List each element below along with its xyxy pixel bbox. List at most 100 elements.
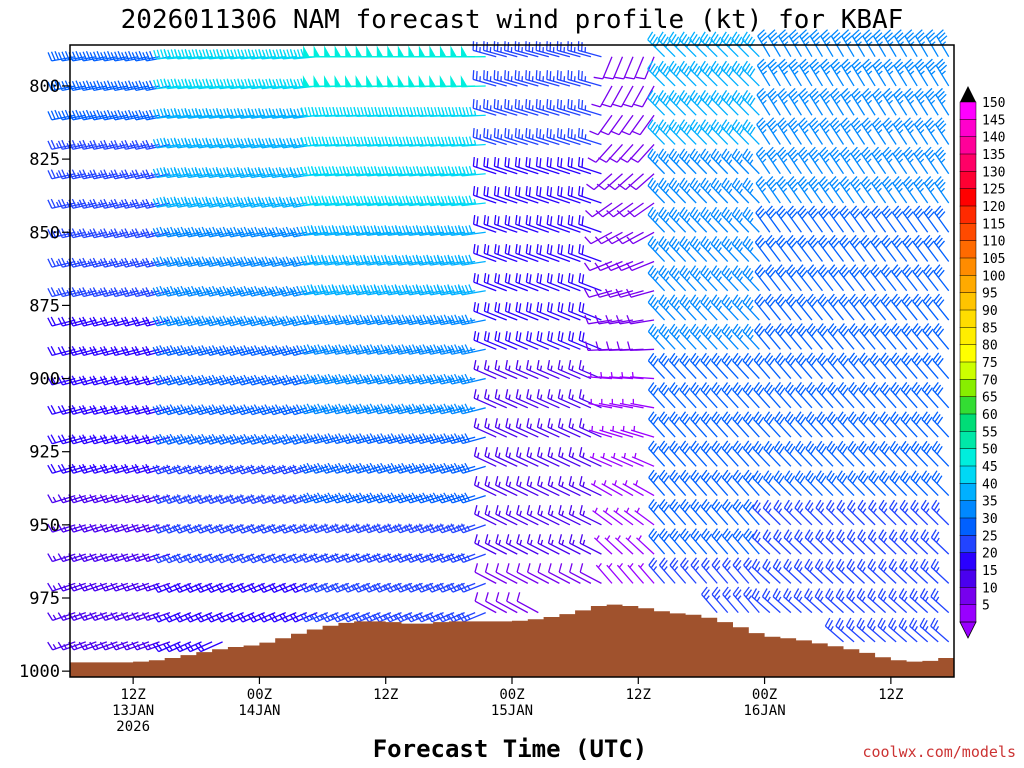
barb-shaft xyxy=(73,524,97,533)
barb-full-flag xyxy=(160,49,165,59)
barb-full-flag xyxy=(198,108,203,119)
barb-half-flag xyxy=(129,231,133,237)
barb-half-flag xyxy=(126,555,130,561)
barb-full-flag xyxy=(177,257,183,266)
barb-full-flag xyxy=(57,612,64,621)
barb-full-flag xyxy=(103,316,109,326)
barb-half-flag xyxy=(52,526,57,532)
barb-shaft xyxy=(125,348,150,357)
barb-full-flag xyxy=(170,197,175,207)
barb-full-flag xyxy=(472,157,475,167)
barb-half-flag xyxy=(161,466,165,473)
wind-barb xyxy=(99,287,129,298)
barb-full-flag xyxy=(176,583,184,592)
barb-half-flag xyxy=(66,201,70,207)
barb-full-flag xyxy=(61,287,67,296)
barb-half-flag xyxy=(147,496,151,502)
wind-barb xyxy=(152,404,181,416)
barb-full-flag xyxy=(50,287,56,296)
barb-full-flag xyxy=(82,51,88,61)
barb-half-flag xyxy=(66,260,70,266)
barb-shaft xyxy=(136,465,160,474)
barb-half-flag xyxy=(73,496,78,502)
barb-half-flag xyxy=(171,466,176,473)
barb-shaft xyxy=(83,465,108,474)
wind-barb xyxy=(184,433,213,445)
barb-half-flag xyxy=(119,201,123,207)
wind-barb xyxy=(89,346,118,357)
barb-full-flag xyxy=(106,50,112,60)
barb-full-flag xyxy=(166,286,172,296)
barb-half-flag xyxy=(206,318,211,324)
barb-full-flag xyxy=(180,167,186,177)
wind-barb xyxy=(121,50,150,62)
barb-full-flag xyxy=(187,553,194,562)
barb-full-flag xyxy=(187,197,193,207)
barb-full-flag xyxy=(163,317,169,326)
barb-full-flag xyxy=(215,168,221,178)
barb-full-flag xyxy=(155,523,162,533)
barb-full-flag xyxy=(155,494,162,503)
wind-barb xyxy=(194,345,223,357)
barb-full-flag xyxy=(124,139,130,149)
barb-full-flag xyxy=(173,168,179,178)
barb-full-flag xyxy=(141,582,148,592)
barb-full-flag xyxy=(559,42,562,52)
barb-half-flag xyxy=(164,288,168,295)
barb-full-flag xyxy=(110,405,116,415)
barb-full-flag xyxy=(205,376,211,386)
barb-half-flag xyxy=(479,105,482,111)
barb-shaft xyxy=(199,348,223,357)
barb-full-flag xyxy=(138,80,144,90)
barb-half-flag xyxy=(196,259,200,265)
barb-full-flag xyxy=(82,257,88,267)
wind-barb xyxy=(99,494,129,504)
barb-full-flag xyxy=(89,464,95,474)
barb-half-flag xyxy=(136,496,141,502)
barb-full-flag xyxy=(173,614,180,623)
barb-full-flag xyxy=(57,553,64,562)
barb-full-flag xyxy=(205,168,211,178)
barb-full-flag xyxy=(47,317,53,327)
barb-half-flag xyxy=(98,172,102,178)
barb-half-flag xyxy=(203,466,208,473)
barb-full-flag xyxy=(212,138,217,148)
barb-full-flag xyxy=(177,197,182,207)
barb-half-flag xyxy=(119,142,123,149)
barb-full-flag xyxy=(135,51,140,61)
barb-half-flag xyxy=(108,289,112,296)
barb-half-flag xyxy=(510,105,513,111)
barb-full-flag xyxy=(155,642,163,651)
wind-barb xyxy=(110,523,139,533)
barb-full-flag xyxy=(120,405,127,415)
wind-barb xyxy=(131,582,160,592)
wind-barb xyxy=(194,464,223,475)
barb-shaft xyxy=(178,348,202,357)
barb-full-flag xyxy=(216,50,221,60)
wind-barb xyxy=(47,346,76,357)
barb-half-flag xyxy=(84,614,88,620)
barb-full-flag xyxy=(124,110,130,120)
barb-full-flag xyxy=(539,158,542,168)
barb-full-flag xyxy=(121,199,127,209)
barb-full-flag xyxy=(71,169,77,179)
barb-full-flag xyxy=(124,51,130,61)
barb-half-flag xyxy=(98,142,102,149)
barb-full-flag xyxy=(507,100,510,110)
barb-full-flag xyxy=(141,376,148,386)
barb-shaft xyxy=(136,407,160,415)
barb-full-flag xyxy=(504,99,507,109)
barb-full-flag xyxy=(173,228,179,238)
barb-full-flag xyxy=(110,170,116,179)
barb-shaft xyxy=(136,612,160,622)
barb-full-flag xyxy=(483,157,486,167)
barb-full-flag xyxy=(166,494,173,503)
barb-full-flag xyxy=(89,346,95,356)
barb-full-flag xyxy=(57,464,64,474)
barb-shaft xyxy=(115,582,139,592)
barb-full-flag xyxy=(99,229,106,238)
barb-full-flag xyxy=(215,228,221,238)
barb-full-flag xyxy=(539,129,542,139)
wind-barb xyxy=(184,404,213,416)
wind-barb xyxy=(89,523,118,533)
